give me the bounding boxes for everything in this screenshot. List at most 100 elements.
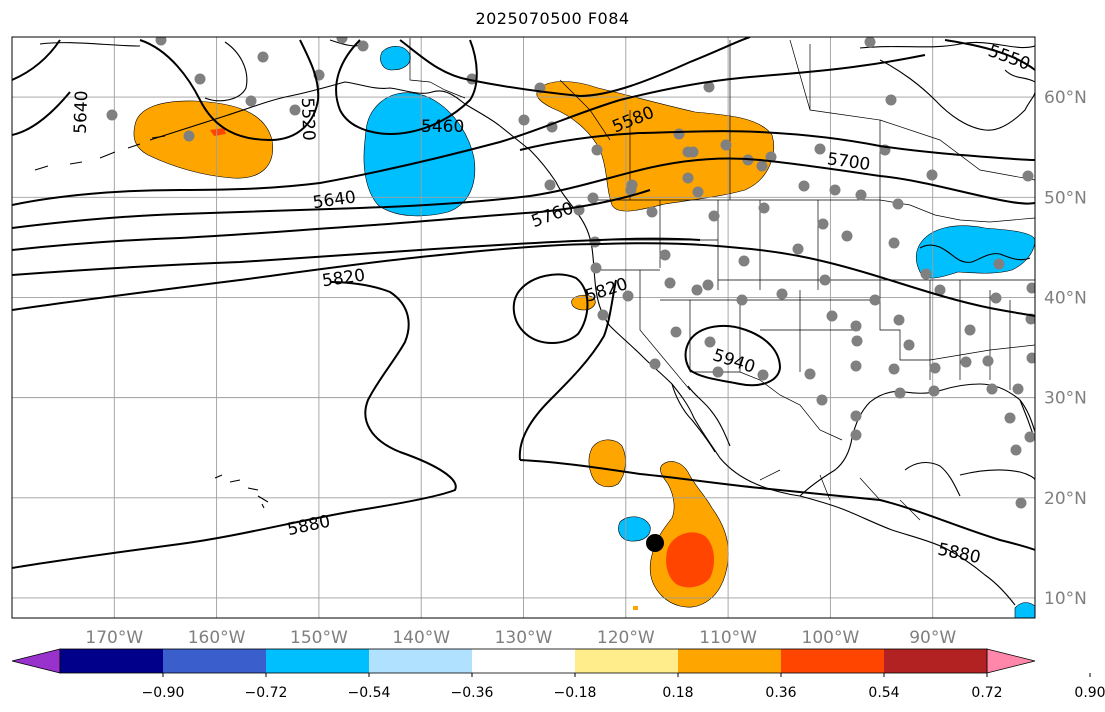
strong-anomaly-storm xyxy=(666,532,715,588)
longitude-labels: 170°W 160°W 150°W 140°W 130°W 120°W 110°W 100°W… xyxy=(85,628,956,648)
station-dot xyxy=(587,192,599,204)
negative-anomaly-arctic xyxy=(380,46,411,71)
station-dot xyxy=(622,290,634,302)
station-dot xyxy=(673,128,685,140)
yucatan xyxy=(904,461,961,497)
station-dot xyxy=(708,210,720,222)
longitude-label: 150°W xyxy=(290,628,348,648)
station-dot xyxy=(920,268,932,280)
station-dot xyxy=(869,294,881,306)
station-dot xyxy=(855,189,867,201)
station-dot xyxy=(993,258,1005,270)
station-dot xyxy=(591,144,603,156)
station-dot xyxy=(798,180,810,192)
station-dot xyxy=(960,356,972,368)
station-dot xyxy=(289,104,301,116)
station-dot xyxy=(894,387,906,399)
station-dot xyxy=(864,37,876,48)
colorbar-tick-label: −0.18 xyxy=(554,685,597,701)
contour-5520 xyxy=(139,39,320,141)
station-dot xyxy=(1024,431,1035,443)
station-dot xyxy=(804,368,816,380)
station-dot xyxy=(986,383,998,395)
station-dot xyxy=(712,366,724,378)
station-dot xyxy=(1010,444,1022,456)
height-contours xyxy=(12,37,1035,569)
contour-5760 xyxy=(12,157,1035,229)
station-dot xyxy=(851,335,863,347)
station-dot xyxy=(885,94,897,106)
station-dot xyxy=(183,130,195,142)
station-dot xyxy=(758,202,770,214)
contour-label: 5640 xyxy=(71,90,92,134)
station-dot xyxy=(850,410,862,422)
station-dot xyxy=(257,51,269,63)
contour-5550 xyxy=(944,39,1035,71)
colorbar-swatch xyxy=(575,649,679,673)
great-lakes xyxy=(919,244,1031,263)
station-dot xyxy=(926,169,938,181)
colorbar-tick-label: 0.90 xyxy=(1074,685,1105,701)
colorbar-tick-label: −0.90 xyxy=(142,685,185,701)
political-borders xyxy=(409,38,1035,521)
colorbar-over-triangle xyxy=(986,648,1036,674)
map-title: 2025070500 F084 xyxy=(475,9,630,28)
station-dot xyxy=(194,73,206,85)
positive-anomaly-california xyxy=(571,294,596,311)
colorbar-tick-label: −0.36 xyxy=(451,685,494,701)
station-dot xyxy=(929,362,941,374)
latitude-label: 60°N xyxy=(1044,88,1087,108)
colorbar-tick-label: 0.18 xyxy=(662,685,693,701)
station-dot xyxy=(245,95,257,107)
station-dot xyxy=(691,284,703,296)
longitude-label: 160°W xyxy=(188,628,246,648)
colorbar-frame xyxy=(59,648,988,674)
colorbar: −0.90 −0.72 −0.54 −0.36 −0.18 0.18 0.36 0.54 0.7… xyxy=(11,648,1105,701)
station-dot xyxy=(964,324,976,336)
station-dot xyxy=(850,429,862,441)
positive-anomaly-pacific-a xyxy=(588,439,626,488)
longitude-label: 110°W xyxy=(699,628,757,648)
contour-5940 xyxy=(684,324,781,387)
station-dot xyxy=(1004,412,1016,424)
station-dot xyxy=(590,262,602,274)
station-markers xyxy=(106,37,1035,509)
positive-anomaly-canada xyxy=(536,81,774,212)
latitude-label: 10°N xyxy=(1044,589,1087,609)
colorbar-tick-label: 0.72 xyxy=(971,685,1002,701)
colorbar-swatch xyxy=(678,649,782,673)
station-dot xyxy=(903,339,915,351)
station-dot xyxy=(692,186,704,198)
station-dot xyxy=(646,206,658,218)
aleutian-islands xyxy=(34,135,166,171)
station-dot xyxy=(687,146,699,158)
baja-california xyxy=(671,383,731,453)
contour-5700 xyxy=(519,130,1035,161)
arctic-coast xyxy=(39,39,1035,83)
station-dot xyxy=(1015,497,1027,509)
map-frame xyxy=(11,36,1036,619)
colorbar-swatch xyxy=(266,649,370,673)
longitude-label: 170°W xyxy=(85,628,143,648)
colorbar-tick-label: −0.72 xyxy=(245,685,288,701)
station-dot xyxy=(928,385,940,397)
station-dot xyxy=(597,309,609,321)
latitude-labels: 60°N 50°N 40°N 30°N 20°N 10°N xyxy=(1044,88,1087,609)
station-dot xyxy=(829,184,841,196)
storm-center-marker xyxy=(646,534,664,552)
station-dot xyxy=(792,243,804,255)
station-dot xyxy=(336,37,348,44)
station-dot xyxy=(814,143,826,155)
station-dot xyxy=(155,37,167,46)
colorbar-swatch xyxy=(472,649,576,673)
negative-anomaly-great-lakes xyxy=(915,225,1035,279)
contour-label: 5460 xyxy=(421,117,464,137)
station-dot xyxy=(765,151,777,163)
latitude-label: 40°N xyxy=(1044,288,1087,308)
colorbar-under-triangle xyxy=(11,648,61,674)
station-dot xyxy=(841,230,853,242)
colorbar-swatch xyxy=(60,649,164,673)
station-dot xyxy=(892,198,904,210)
hudson-bay xyxy=(879,59,1035,131)
station-dot xyxy=(934,284,946,296)
